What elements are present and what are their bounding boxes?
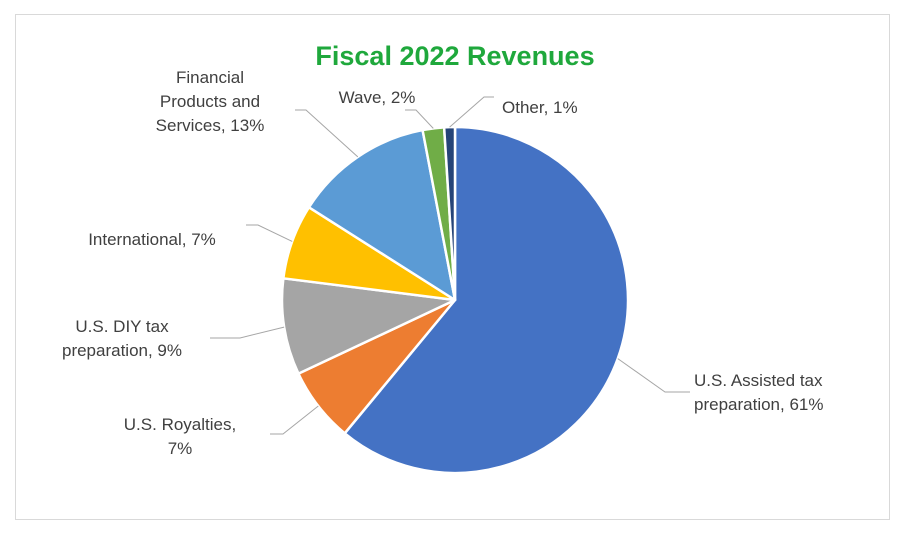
leader-line [617, 358, 690, 393]
data-label: Wave, 2% [339, 88, 416, 107]
leader-line [449, 96, 494, 128]
pie-slice-financial-products-and-services [307, 128, 457, 302]
leader-line [295, 109, 359, 158]
data-label: U.S. DIY tax preparation, 9% [62, 317, 182, 360]
leader-line [210, 326, 285, 339]
chart-title: Fiscal 2022 Revenues [315, 41, 594, 71]
leader-line [405, 109, 434, 129]
data-label: International, 7% [88, 230, 216, 249]
data-label: U.S. Royalties, 7% [124, 415, 236, 458]
leader-line [270, 405, 319, 435]
leader-line [246, 224, 293, 242]
data-label: Financial Products and Services, 13% [156, 68, 265, 135]
data-label: U.S. Assisted tax preparation, 61% [694, 371, 823, 414]
pie-slices [280, 125, 630, 475]
data-label: Other, 1% [502, 98, 578, 117]
pie-slice-u-s-diy-tax-preparation [280, 277, 457, 375]
pie-slice-u-s-assisted-tax-preparation [343, 125, 630, 475]
leader-lines [210, 96, 690, 435]
data-labels: U.S. Assisted tax preparation, 61% U.S. Ro… [62, 68, 824, 458]
pie-slice-other [442, 125, 457, 302]
